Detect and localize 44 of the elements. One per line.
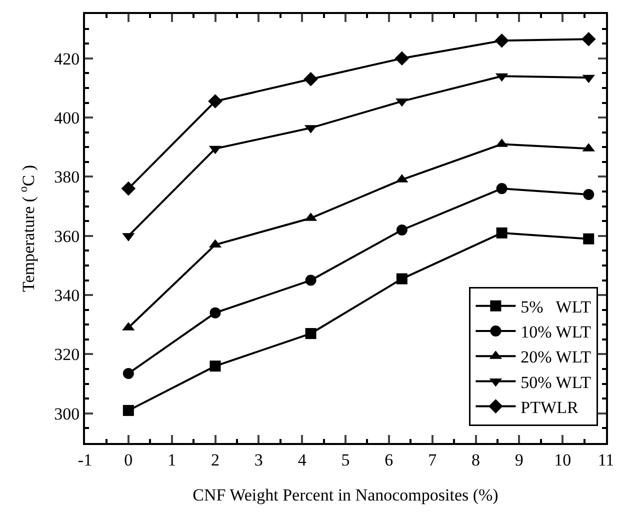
legend-label: 50% WLT	[520, 372, 592, 392]
point	[496, 183, 508, 194]
x-tick-label: 1	[168, 450, 176, 470]
legend-label: 10% WLT	[520, 322, 592, 342]
y-tick-label: 380	[54, 168, 80, 187]
point	[210, 360, 221, 372]
point	[394, 51, 410, 66]
x-tick-label: 7	[428, 450, 438, 470]
point	[396, 224, 408, 236]
point	[583, 188, 594, 200]
x-tick-label: 8	[472, 450, 480, 470]
point	[122, 404, 134, 416]
y-tick-label: 400	[54, 108, 80, 128]
y-tick-label: 360	[54, 226, 80, 246]
legend-label: 20% WLT	[520, 348, 592, 367]
point	[210, 307, 221, 318]
point	[396, 273, 408, 284]
y-tick-label: 420	[54, 49, 80, 68]
x-axis-title: CNF Weight Percent in Nanocomposites (%)	[192, 485, 498, 504]
x-tick-label: 9	[514, 450, 524, 470]
point	[305, 328, 316, 340]
point	[494, 33, 509, 48]
point	[581, 32, 596, 46]
y-tick-label: 300	[54, 404, 80, 424]
point	[121, 181, 136, 196]
point	[583, 233, 594, 244]
x-tick-label: 4	[298, 450, 307, 470]
y-tick-label: 340	[54, 286, 80, 306]
point	[208, 94, 222, 108]
x-tick-label: 0	[124, 450, 133, 470]
legend-label: 5% WLT	[520, 298, 592, 317]
x-tick-label: 10	[554, 450, 572, 470]
x-tick-label: 11	[598, 450, 614, 470]
point	[304, 72, 318, 86]
x-tick-label: 5	[341, 450, 350, 470]
point	[305, 274, 316, 286]
x-tick-label: -1	[78, 450, 92, 470]
x-tick-label: 3	[254, 450, 263, 470]
x-tick-label: 2	[211, 450, 220, 470]
point	[496, 227, 508, 238]
point	[122, 368, 134, 379]
legend-label: PTWLR	[520, 398, 579, 417]
y-tick-label: 320	[54, 345, 80, 364]
x-tick-label: 6	[384, 450, 394, 470]
